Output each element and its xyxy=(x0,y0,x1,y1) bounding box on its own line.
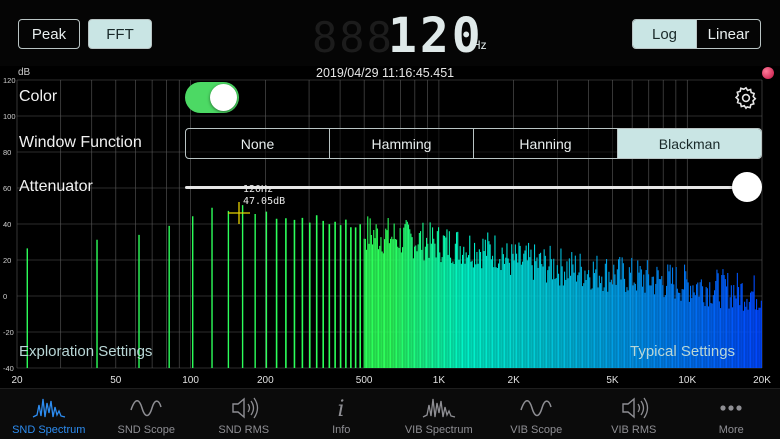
attenuator-label: Attenuator xyxy=(19,178,93,196)
window-hamming-button[interactable]: Hamming xyxy=(329,129,473,158)
scale-selector: Log Linear xyxy=(632,19,761,49)
x-tick-label: 500 xyxy=(356,375,373,386)
timestamp: 2019/04/29 11:16:45.451 xyxy=(316,66,454,80)
gear-icon[interactable] xyxy=(734,86,758,110)
color-toggle[interactable] xyxy=(185,82,239,113)
x-tick-label: 10K xyxy=(678,375,696,386)
attenuator-slider-track[interactable] xyxy=(185,186,747,189)
fft-button[interactable]: FFT xyxy=(88,19,152,49)
x-tick-label: 200 xyxy=(257,375,274,386)
y-tick-label: 40 xyxy=(3,220,11,229)
top-bar: Peak FFT 888 120 Hz Log Linear xyxy=(0,0,780,66)
peak-button[interactable]: Peak xyxy=(18,19,80,49)
window-function-label: Window Function xyxy=(19,134,142,152)
y-tick-label: 0 xyxy=(3,292,7,301)
tab-info[interactable]: i Info xyxy=(293,389,391,439)
x-axis-ticks: 20 50 100 200 500 1K 2K 5K 10K 20K xyxy=(11,375,771,386)
speaker-icon xyxy=(227,395,261,421)
tab-label: SND Scope xyxy=(118,424,175,436)
x-tick-label: 100 xyxy=(182,375,199,386)
tab-label: More xyxy=(719,424,744,436)
typical-settings-button[interactable]: Typical Settings xyxy=(630,343,735,360)
tab-label: SND Spectrum xyxy=(12,424,85,436)
svg-text:i: i xyxy=(338,397,345,421)
y-tick-label: 120 xyxy=(3,76,16,85)
attenuator-slider-knob[interactable] xyxy=(732,172,762,202)
spectrum-icon xyxy=(422,395,456,421)
wave-icon xyxy=(129,395,163,421)
y-tick-label: -20 xyxy=(3,328,14,337)
y-tick-label: -40 xyxy=(3,364,14,373)
toggle-knob xyxy=(210,84,237,111)
x-tick-label: 50 xyxy=(110,375,122,386)
y-tick-label: 20 xyxy=(3,256,11,265)
tab-label: VIB Scope xyxy=(510,424,562,436)
y-axis-unit: dB xyxy=(18,67,30,78)
record-indicator[interactable] xyxy=(762,67,774,79)
wave-icon xyxy=(519,395,553,421)
tab-vib-rms[interactable]: VIB RMS xyxy=(585,389,683,439)
tab-snd-spectrum[interactable]: SND Spectrum xyxy=(0,389,98,439)
peak-level: 47.05dB xyxy=(243,196,285,208)
frequency-readout: 120 xyxy=(388,8,484,64)
x-tick-label: 5K xyxy=(606,375,619,386)
frequency-unit: Hz xyxy=(472,38,487,52)
tab-label: Info xyxy=(332,424,350,436)
window-hanning-button[interactable]: Hanning xyxy=(473,129,617,158)
linear-button[interactable]: Linear xyxy=(696,20,760,48)
more-icon xyxy=(714,395,748,421)
y-tick-label: 80 xyxy=(3,148,11,157)
tab-vib-scope[interactable]: VIB Scope xyxy=(488,389,586,439)
y-axis-ticks: 120 100 80 60 40 20 0 -20 -40 xyxy=(3,76,16,373)
tab-vib-spectrum[interactable]: VIB Spectrum xyxy=(390,389,488,439)
window-none-button[interactable]: None xyxy=(186,129,329,158)
info-icon: i xyxy=(324,395,358,421)
y-tick-label: 60 xyxy=(3,184,11,193)
window-function-selector: None Hamming Hanning Blackman xyxy=(185,128,762,159)
tab-snd-rms[interactable]: SND RMS xyxy=(195,389,293,439)
tab-label: VIB RMS xyxy=(611,424,656,436)
x-tick-label: 1K xyxy=(433,375,446,386)
tab-label: SND RMS xyxy=(218,424,269,436)
tab-label: VIB Spectrum xyxy=(405,424,473,436)
log-button[interactable]: Log xyxy=(633,20,696,48)
y-tick-label: 100 xyxy=(3,112,16,121)
x-tick-label: 20K xyxy=(753,375,771,386)
window-blackman-button[interactable]: Blackman xyxy=(617,129,761,158)
tab-bar: SND Spectrum SND Scope SND RMS i Info VI… xyxy=(0,388,780,439)
spectrum-icon xyxy=(32,395,66,421)
x-tick-label: 20 xyxy=(11,375,23,386)
tab-more[interactable]: More xyxy=(683,389,780,439)
speaker-icon xyxy=(617,395,651,421)
frequency-ghost-digits: 888 xyxy=(312,13,394,62)
tab-snd-scope[interactable]: SND Scope xyxy=(98,389,196,439)
exploration-settings-button[interactable]: Exploration Settings xyxy=(19,343,152,360)
color-label: Color xyxy=(19,88,57,106)
x-tick-label: 2K xyxy=(508,375,521,386)
